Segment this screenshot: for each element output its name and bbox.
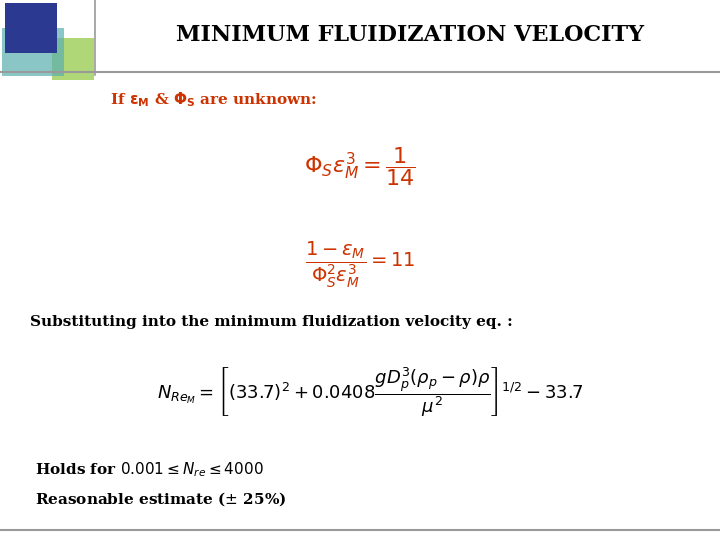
Text: Reasonable estimate ($\pm$ 25%): Reasonable estimate ($\pm$ 25%) — [35, 490, 287, 508]
Text: Holds for $0.001 \leq N_{re} \leq 4000$: Holds for $0.001 \leq N_{re} \leq 4000$ — [35, 460, 264, 478]
Text: If $\mathbf{\varepsilon_M}$ & $\mathbf{\Phi_S}$ are unknown:: If $\mathbf{\varepsilon_M}$ & $\mathbf{\… — [110, 90, 317, 109]
Bar — [5, 3, 57, 53]
Text: $\Phi_S\varepsilon_M^3 = \dfrac{1}{14}$: $\Phi_S\varepsilon_M^3 = \dfrac{1}{14}$ — [304, 145, 416, 188]
Text: Substituting into the minimum fluidization velocity eq. :: Substituting into the minimum fluidizati… — [30, 315, 513, 329]
Bar — [2, 28, 64, 76]
Text: MINIMUM FLUIDIZATION VELOCITY: MINIMUM FLUIDIZATION VELOCITY — [176, 24, 644, 46]
Bar — [52, 38, 94, 80]
Text: $N_{Re_M}=\left[(33.7)^2+0.0408\dfrac{gD_p^3(\rho_p-\rho)\rho}{\mu^2}\right]^{1/: $N_{Re_M}=\left[(33.7)^2+0.0408\dfrac{gD… — [157, 365, 583, 418]
Text: $\dfrac{1-\varepsilon_M}{\Phi_S^2\varepsilon_M^3} = 11$: $\dfrac{1-\varepsilon_M}{\Phi_S^2\vareps… — [305, 240, 415, 291]
